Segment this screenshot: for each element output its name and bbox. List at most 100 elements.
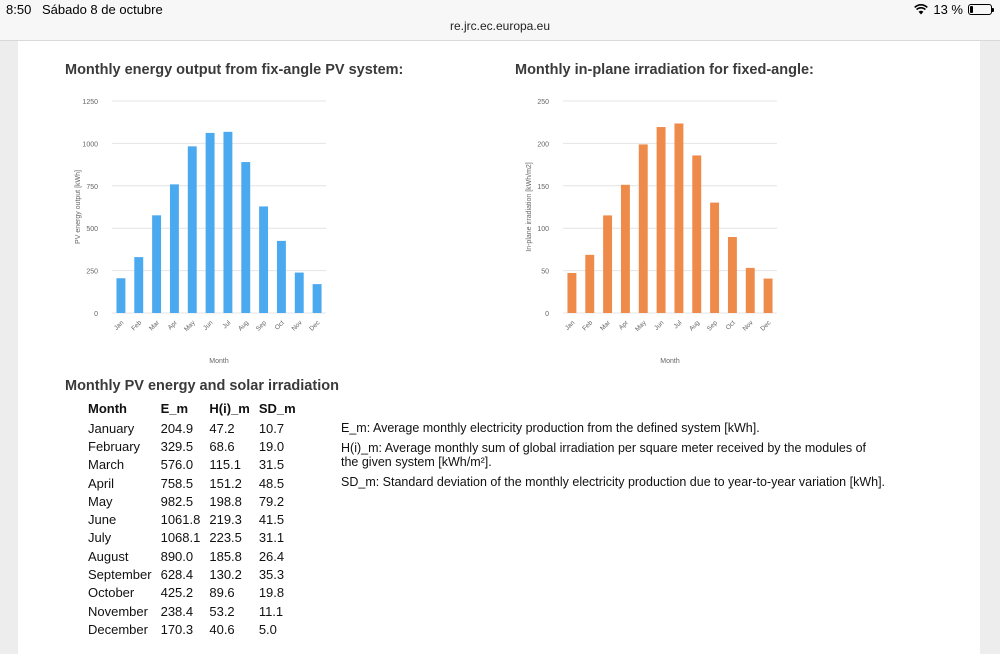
energy-chart-title: Monthly energy output from fix-angle PV … — [65, 62, 404, 78]
x-axis-label: Month — [660, 358, 680, 365]
x-tick-label: Jan — [564, 319, 577, 332]
y-axis-label: In-plane irradiation [kWh/m2] — [526, 162, 533, 252]
bar — [710, 202, 720, 313]
table-cell: 115.1 — [209, 457, 241, 473]
x-tick-label: Nov — [291, 319, 305, 333]
irradiation-chart-svg: 0 50 100 150 200 250 Jan Feb Mar Apr May Jun Jul Aug S… — [526, 99, 777, 365]
bar — [152, 215, 162, 313]
table-cell: May — [88, 493, 113, 509]
table-cell: 35.3 — [258, 567, 285, 583]
bar — [567, 272, 577, 313]
column-header: H(i)_m — [209, 401, 250, 416]
table-cell: October — [88, 585, 135, 601]
table-row: June 1061.8 219.3 41.5 — [85, 510, 302, 528]
bar — [294, 272, 304, 313]
table-row: March 576.0 115.1 31.5 — [85, 456, 302, 474]
battery-level — [970, 6, 973, 13]
bar — [585, 254, 595, 313]
table-cell: 982.5 — [160, 493, 194, 509]
status-time: 8:50 — [6, 2, 32, 17]
x-tick-label: Mar — [148, 319, 161, 332]
table-cell: April — [88, 475, 115, 491]
y-tick-label: 150 — [537, 184, 549, 191]
irradiation-chart-title: Monthly in-plane irradiation for fixed-a… — [515, 62, 814, 78]
page-content: Monthly energy output from fix-angle PV … — [18, 41, 980, 654]
x-tick-label: May — [183, 319, 197, 333]
table-title: Monthly PV energy and solar irradiation — [65, 378, 339, 394]
bar — [116, 278, 126, 313]
y-tick-label: 0 — [94, 311, 98, 318]
table-row: January 204.9 47.2 10.7 — [85, 419, 302, 437]
table-cell: 40.6 — [209, 621, 235, 637]
table-cell: 1068.1 — [160, 530, 201, 546]
table-cell: 130.2 — [209, 567, 242, 583]
y-tick-label: 0 — [545, 311, 549, 318]
x-tick-label: Apr — [167, 319, 180, 332]
y-tick-label: 750 — [86, 184, 98, 191]
table-cell: 47.2 — [209, 420, 235, 436]
y-tick-label: 100 — [537, 226, 549, 233]
y-tick-label: 50 — [541, 269, 549, 276]
table-notes: E_m: Average monthly electricity product… — [341, 421, 941, 495]
address-bar-url[interactable]: re.jrc.ec.europa.eu — [449, 19, 551, 33]
y-tick-label: 200 — [537, 141, 549, 148]
x-tick-label: Sep — [255, 319, 268, 332]
table-cell: September — [88, 567, 152, 583]
table-cell: 53.2 — [209, 603, 235, 619]
x-tick-label: Aug — [688, 319, 701, 332]
bar — [745, 267, 755, 313]
y-tick-label: 250 — [86, 269, 98, 276]
table-cell: 41.5 — [258, 512, 285, 528]
x-tick-label: Aug — [237, 319, 250, 332]
x-tick-label: Jul — [222, 319, 233, 330]
battery-percent: 13 % — [933, 2, 963, 17]
bar — [223, 131, 233, 313]
table-body: January 204.9 47.2 10.7 February 329.5 68.6 19.… — [85, 419, 302, 639]
table-cell: July — [88, 530, 112, 546]
table-cell: 425.2 — [160, 585, 194, 601]
energy-chart: 0 250 500 750 1000 1250 Jan Feb Mar Apr May Jun Jul A… — [70, 93, 332, 368]
table-row: August 890.0 185.8 26.4 — [85, 547, 302, 565]
x-tick-label: Jun — [202, 319, 215, 332]
bar — [638, 144, 648, 313]
column-header: Month — [88, 401, 127, 416]
wifi-icon — [914, 4, 929, 15]
table-cell: 48.5 — [258, 475, 285, 491]
table-cell: 19.8 — [258, 585, 285, 601]
energy-chart-svg: 0 250 500 750 1000 1250 Jan Feb Mar Apr May Jun Jul A… — [75, 99, 326, 365]
bar — [763, 278, 773, 313]
bar — [259, 206, 269, 313]
x-tick-label: Apr — [618, 319, 631, 332]
status-date: Sábado 8 de octubre — [42, 2, 163, 17]
table-cell: 576.0 — [160, 457, 194, 473]
table-cell: 185.8 — [209, 548, 242, 564]
x-tick-label: Oct — [725, 319, 737, 331]
table-cell: 170.3 — [160, 621, 194, 637]
table-cell: 68.6 — [209, 438, 235, 454]
column-header: SD_m — [258, 401, 296, 416]
table-cell: 11.1 — [258, 603, 284, 619]
bar — [727, 237, 737, 313]
status-indicators: 13 % — [914, 2, 994, 17]
table-row: September 628.4 130.2 35.3 — [85, 565, 302, 583]
bar — [205, 132, 215, 313]
x-tick-label: Feb — [130, 319, 143, 332]
table-row: July 1068.1 223.5 31.1 — [85, 529, 302, 547]
bar — [312, 284, 322, 313]
x-tick-label: Dec — [308, 319, 322, 333]
y-tick-label: 1000 — [82, 141, 98, 148]
table-cell: 758.5 — [160, 475, 194, 491]
table-cell: June — [88, 512, 117, 528]
table-cell: November — [88, 603, 148, 619]
bar — [674, 123, 684, 313]
note-h-m: H(i)_m: Average monthly sum of global ir… — [341, 441, 867, 469]
table-cell: 151.2 — [209, 475, 242, 491]
table-row: February 329.5 68.6 19.0 — [85, 437, 302, 455]
table-cell: 890.0 — [160, 548, 194, 564]
table-cell: August — [88, 548, 129, 564]
table-cell: December — [88, 621, 148, 637]
table-cell: 26.4 — [258, 548, 285, 564]
table-cell: 204.9 — [160, 420, 194, 436]
battery-icon — [968, 4, 994, 15]
bar — [241, 162, 251, 313]
